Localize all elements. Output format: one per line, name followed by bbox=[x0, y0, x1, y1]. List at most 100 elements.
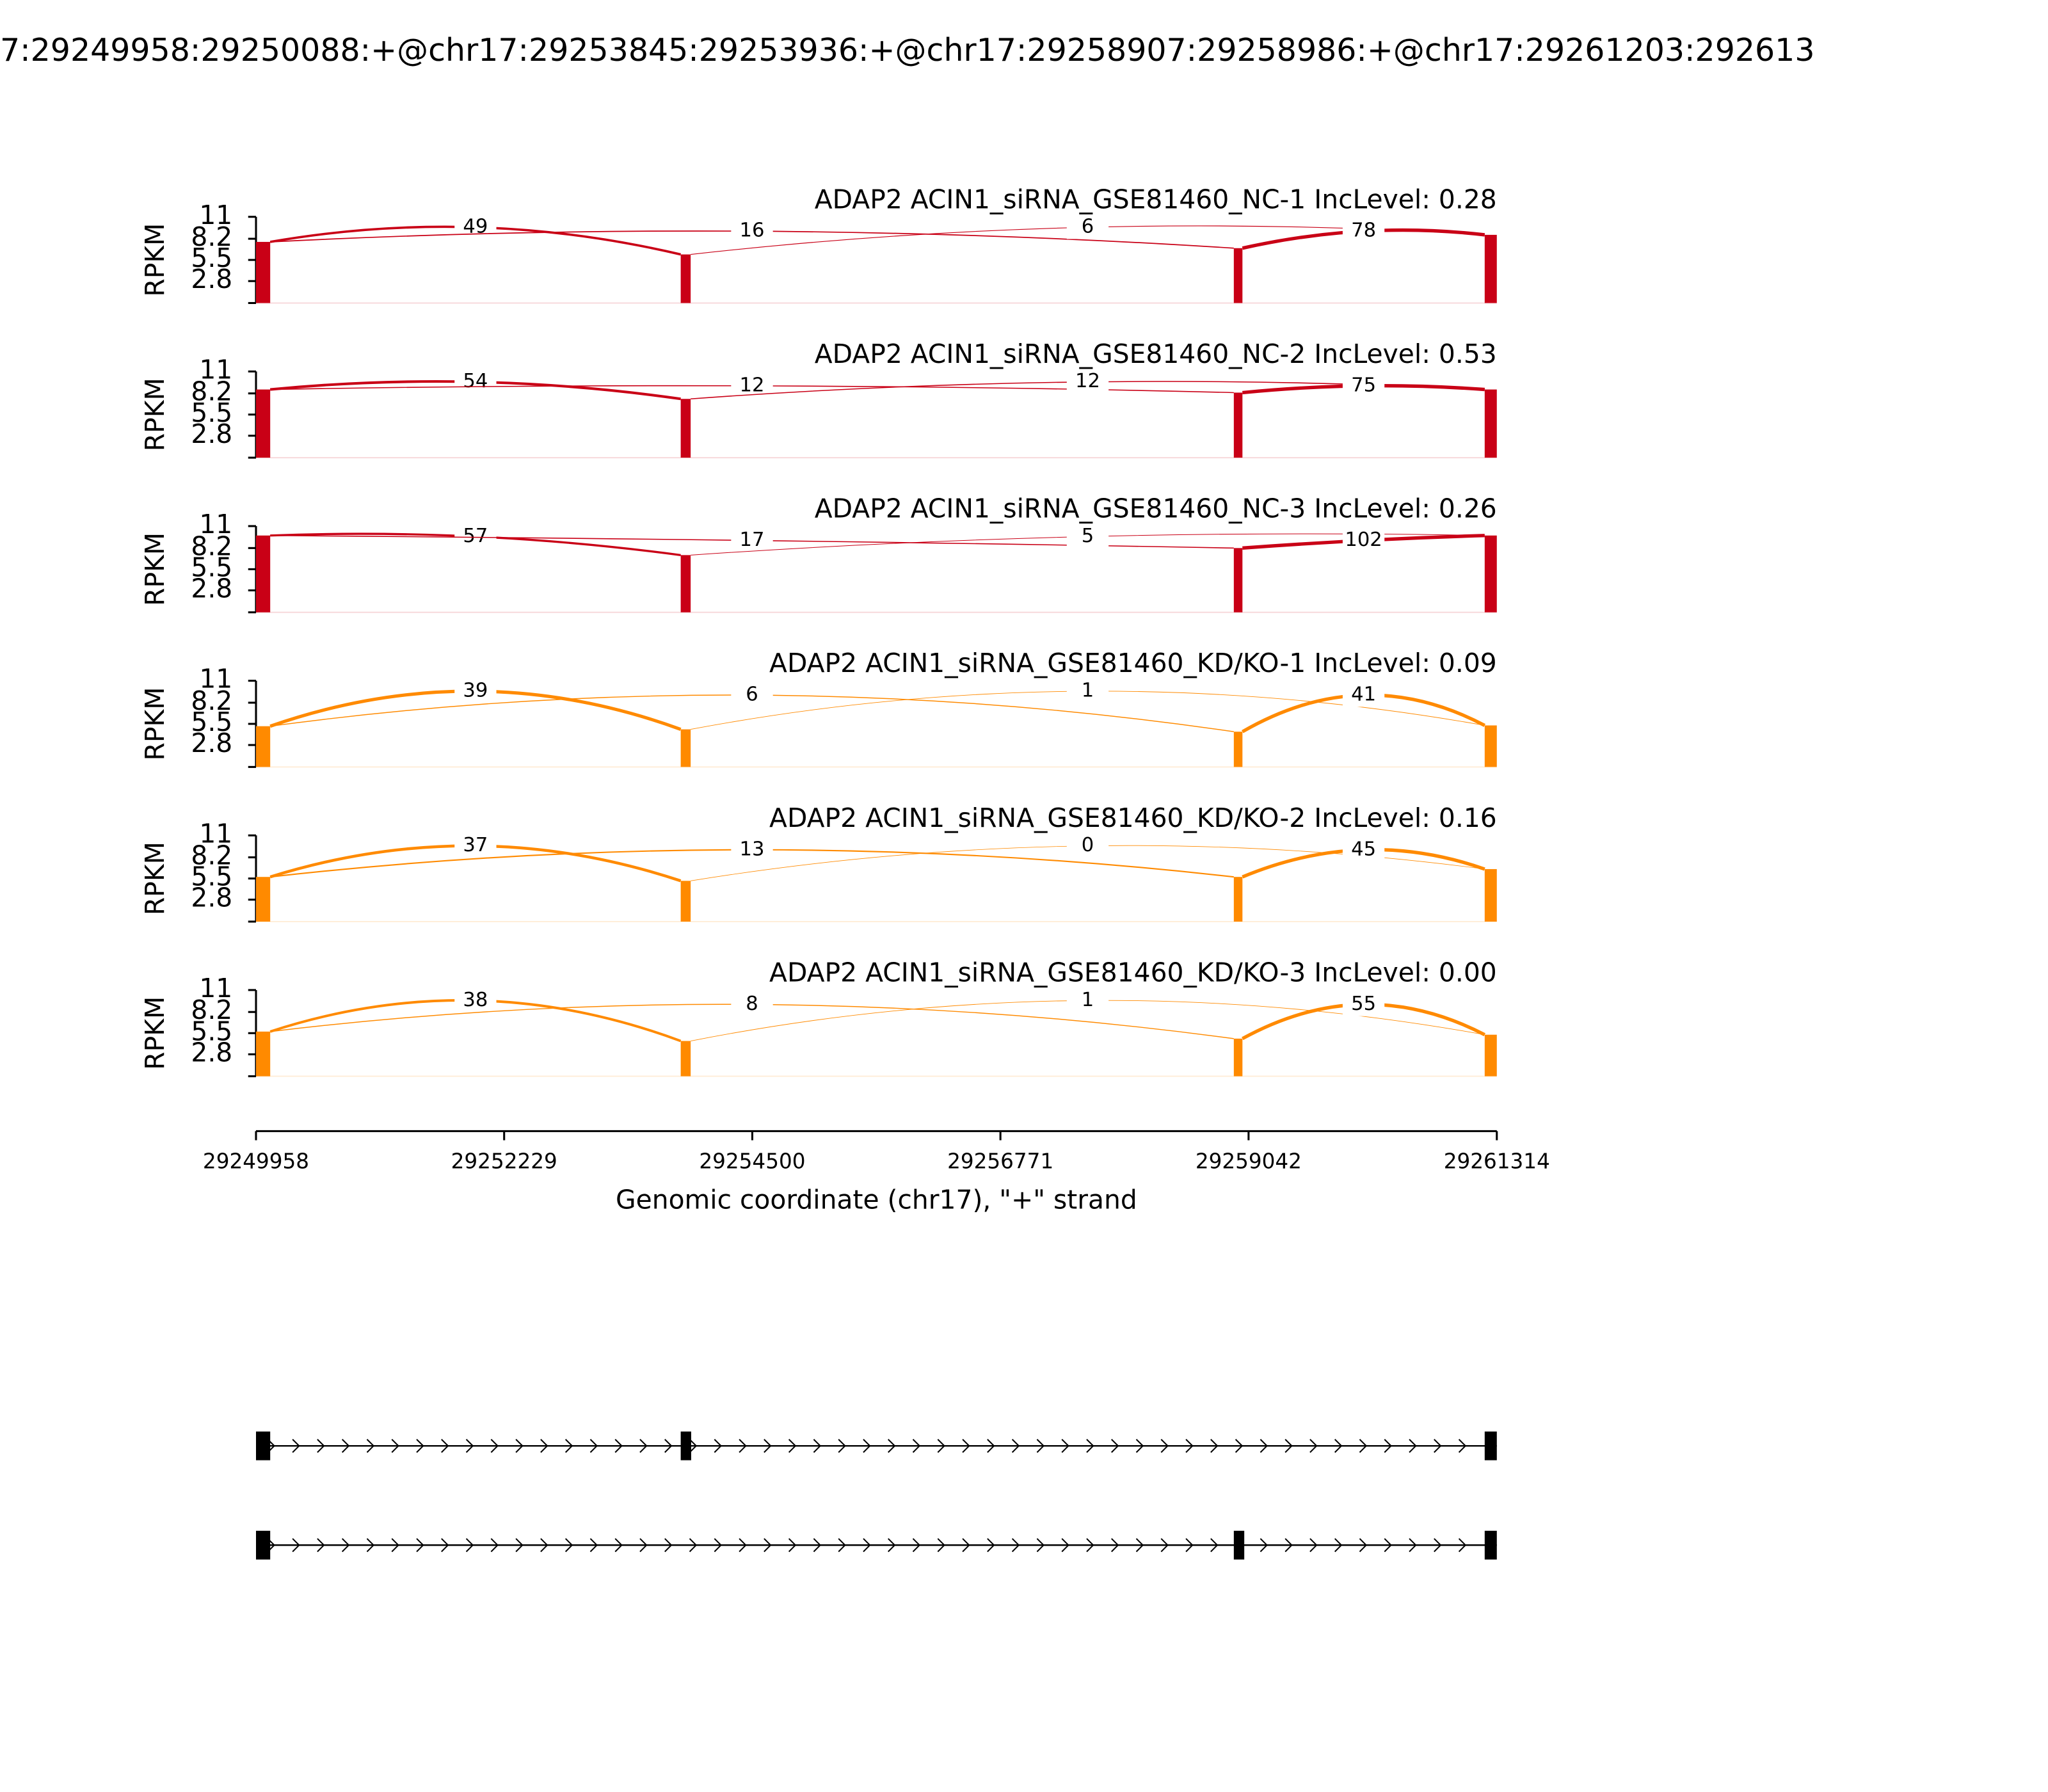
y-tick-label: 2.8 bbox=[191, 883, 232, 913]
y-tick-label: 8.2 bbox=[191, 376, 232, 407]
strand-arrow bbox=[639, 1439, 648, 1453]
strand-arrow bbox=[1111, 1538, 1119, 1553]
strand-arrow bbox=[540, 1538, 548, 1553]
strand-arrow bbox=[292, 1439, 300, 1453]
y-tick-label: 5.5 bbox=[191, 552, 232, 582]
y-tick-label: 11 bbox=[199, 200, 232, 230]
coverage-bar bbox=[680, 555, 691, 612]
strand-arrow bbox=[1011, 1538, 1020, 1553]
y-axis-label: RPKM bbox=[140, 223, 170, 297]
strand-arrow bbox=[1384, 1439, 1392, 1453]
coverage-bar bbox=[1233, 1038, 1243, 1076]
strand-arrow bbox=[1260, 1439, 1268, 1453]
strand-arrow bbox=[813, 1538, 822, 1553]
coverage-bar bbox=[256, 726, 271, 767]
y-tick-label: 11 bbox=[199, 818, 232, 849]
y-tick-label: 11 bbox=[199, 973, 232, 1004]
strand-arrow bbox=[1210, 1439, 1219, 1453]
strand-arrow bbox=[317, 1439, 325, 1453]
coverage-bar bbox=[680, 729, 691, 767]
junction-label-bg bbox=[454, 679, 497, 703]
junction-label-bg bbox=[1342, 683, 1385, 707]
junction-label: 45 bbox=[1351, 838, 1376, 860]
y-tick-label: 5.5 bbox=[191, 243, 232, 273]
coverage-bar bbox=[680, 1041, 691, 1076]
strand-arrow bbox=[838, 1538, 846, 1553]
strand-arrow bbox=[564, 1538, 573, 1553]
junction-label-bg bbox=[1066, 215, 1109, 239]
junction-label-bg bbox=[454, 525, 497, 548]
strand-arrow bbox=[888, 1538, 896, 1553]
coverage-bar bbox=[1233, 392, 1243, 458]
junction-label: 1 bbox=[1082, 680, 1094, 702]
strand-arrow bbox=[1235, 1439, 1244, 1453]
coverage-bar bbox=[1233, 732, 1243, 767]
y-tick-label: 5.5 bbox=[191, 397, 232, 428]
strand-arrow bbox=[391, 1439, 399, 1453]
junction-label: 6 bbox=[1082, 216, 1094, 238]
coverage-bar bbox=[256, 389, 271, 458]
y-tick-label: 8.2 bbox=[191, 221, 232, 252]
coverage-bar bbox=[256, 1031, 271, 1076]
y-axis-label: RPKM bbox=[140, 532, 170, 606]
strand-arrow bbox=[1135, 1439, 1144, 1453]
junction-label-bg bbox=[1342, 993, 1385, 1016]
strand-arrow bbox=[1185, 1439, 1194, 1453]
y-tick-label: 11 bbox=[199, 354, 232, 385]
strand-arrow bbox=[937, 1538, 945, 1553]
x-tick-label: 29261314 bbox=[1444, 1149, 1550, 1173]
coverage-bar bbox=[1484, 535, 1497, 612]
junction-label-bg bbox=[731, 838, 773, 862]
exon-box bbox=[1484, 1530, 1497, 1560]
strand-arrow bbox=[540, 1439, 548, 1453]
strand-arrow bbox=[863, 1538, 871, 1553]
strand-arrow bbox=[1334, 1439, 1343, 1453]
strand-arrow bbox=[739, 1439, 747, 1453]
junction-label: 13 bbox=[740, 838, 765, 860]
y-tick-label: 5.5 bbox=[191, 1016, 232, 1046]
strand-arrow bbox=[366, 1439, 375, 1453]
strand-arrow bbox=[341, 1538, 350, 1553]
strand-arrow bbox=[1160, 1439, 1169, 1453]
y-tick-label: 2.8 bbox=[191, 1037, 232, 1068]
exon-box bbox=[1233, 1530, 1245, 1560]
junction-label: 0 bbox=[1082, 834, 1094, 856]
strand-arrow bbox=[465, 1439, 474, 1453]
junction-label: 38 bbox=[463, 989, 488, 1011]
coverage-bar bbox=[256, 535, 271, 612]
strand-arrow bbox=[1260, 1538, 1268, 1553]
chart-title: 7:29249958:29250088:+@chr17:29253845:292… bbox=[0, 32, 1814, 68]
junction-label-bg bbox=[1066, 525, 1109, 548]
strand-arrow bbox=[292, 1538, 300, 1553]
coverage-bar bbox=[1484, 234, 1497, 303]
junction-label: 1 bbox=[1082, 989, 1094, 1011]
junction-label-bg bbox=[1342, 529, 1385, 552]
coverage-bar bbox=[1233, 248, 1243, 303]
exon-box bbox=[256, 1530, 271, 1560]
panel-label: ADAP2 ACIN1_siRNA_GSE81460_NC-1 IncLevel… bbox=[815, 184, 1497, 214]
strand-arrow bbox=[465, 1538, 474, 1553]
strand-arrow bbox=[863, 1439, 871, 1453]
strand-arrow bbox=[490, 1439, 499, 1453]
junction-label: 41 bbox=[1351, 684, 1376, 706]
strand-arrow bbox=[1011, 1439, 1020, 1453]
junction-label: 102 bbox=[1345, 529, 1382, 551]
coverage-bar bbox=[1233, 877, 1243, 922]
strand-arrow bbox=[1036, 1538, 1045, 1553]
strand-arrow bbox=[341, 1439, 350, 1453]
junction-label-bg bbox=[1342, 838, 1385, 862]
strand-arrow bbox=[1284, 1538, 1293, 1553]
strand-arrow bbox=[441, 1439, 449, 1453]
strand-arrow bbox=[689, 1439, 698, 1453]
panel-label: ADAP2 ACIN1_siRNA_GSE81460_KD/KO-2 IncLe… bbox=[769, 803, 1497, 833]
junction-label-bg bbox=[1066, 834, 1109, 858]
strand-arrow bbox=[589, 1439, 598, 1453]
strand-arrow bbox=[1210, 1538, 1219, 1553]
junction-label: 12 bbox=[740, 374, 765, 396]
coverage-bar bbox=[1484, 1034, 1497, 1076]
strand-arrow bbox=[1409, 1439, 1417, 1453]
strand-arrow bbox=[317, 1538, 325, 1553]
strand-arrow bbox=[1359, 1538, 1368, 1553]
panel-label: ADAP2 ACIN1_siRNA_GSE81460_NC-3 IncLevel… bbox=[815, 493, 1497, 524]
